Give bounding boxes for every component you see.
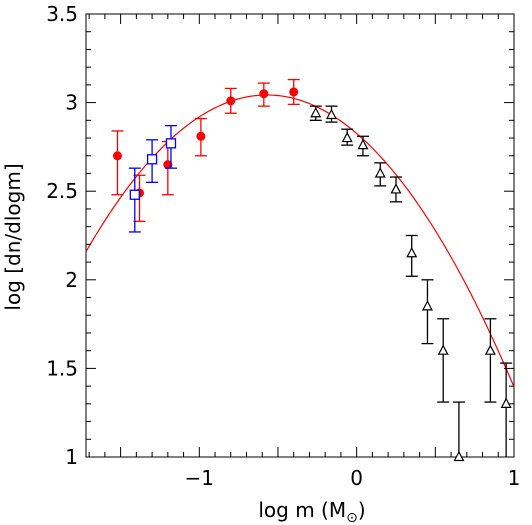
tick-labels-layer: −1 0 1 1 1.5 2 2.5 3 3.5 bbox=[46, 2, 520, 490]
data-point-triangle bbox=[453, 450, 465, 462]
y-tick-label: 1 bbox=[65, 445, 78, 469]
data-point-triangle bbox=[374, 167, 386, 178]
x-tick-label: 0 bbox=[350, 466, 363, 490]
data-point-circle bbox=[289, 87, 299, 97]
y-tick-label: 2.5 bbox=[46, 179, 78, 203]
points-layer bbox=[111, 78, 513, 462]
data-point-triangle bbox=[406, 246, 418, 258]
x-tick-label: 1 bbox=[508, 466, 521, 490]
data-point-square bbox=[165, 138, 177, 149]
data-point-triangle bbox=[341, 131, 353, 143]
x-axis-label-close: ) bbox=[358, 498, 366, 522]
sun-symbol: ⊙ bbox=[346, 510, 358, 525]
fit-curve-layer bbox=[85, 94, 515, 388]
data-point-triangle bbox=[421, 300, 433, 311]
data-point-triangle bbox=[500, 397, 512, 408]
data-point-triangle bbox=[325, 108, 337, 120]
data-point-triangle bbox=[437, 344, 449, 355]
fit-curve bbox=[85, 94, 515, 388]
data-point-triangle bbox=[484, 344, 496, 355]
data-point-circle bbox=[226, 96, 236, 106]
data-point-triangle bbox=[357, 138, 369, 150]
data-point-triangle bbox=[390, 183, 402, 194]
y-tick-label: 2 bbox=[65, 268, 78, 292]
y-axis-label: log [dn/dlogm] bbox=[1, 163, 25, 310]
data-point-square bbox=[146, 154, 158, 165]
y-tick-label: 3 bbox=[65, 91, 78, 115]
data-point-square bbox=[129, 189, 140, 200]
data-point-circle bbox=[196, 131, 206, 141]
y-tick-label: 1.5 bbox=[46, 356, 78, 380]
data-point-triangle bbox=[310, 106, 322, 118]
ticks-layer bbox=[86, 13, 515, 458]
x-axis-label: log m (M⊙) bbox=[258, 498, 365, 525]
data-point-circle bbox=[112, 151, 122, 161]
data-point-circle bbox=[259, 89, 269, 99]
plot-frame bbox=[85, 13, 515, 458]
x-tick-label: −1 bbox=[185, 466, 214, 490]
y-tick-label: 3.5 bbox=[46, 2, 78, 26]
